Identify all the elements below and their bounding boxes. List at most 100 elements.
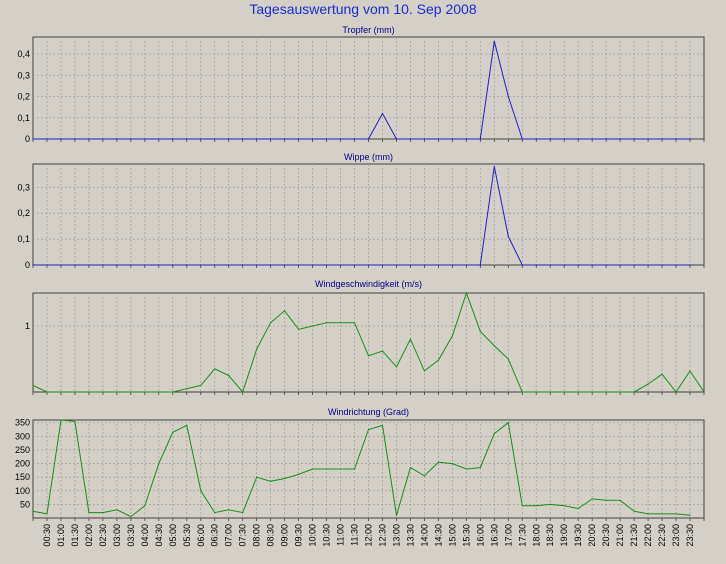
data-point [102, 511, 104, 514]
data-point [479, 467, 481, 469]
series-line [33, 41, 690, 140]
x-tick-label: 09:30 [294, 524, 304, 547]
data-point [451, 138, 453, 140]
x-tick-label: 06:30 [210, 524, 220, 547]
x-tick-label: 11:00 [336, 524, 346, 546]
data-point [339, 264, 342, 266]
data-point [549, 391, 551, 393]
data-point [325, 322, 328, 324]
data-point [437, 138, 439, 140]
data-point [619, 138, 621, 140]
data-point [172, 391, 174, 393]
data-point [116, 509, 118, 511]
chart-panel-3: Windgeschwindigkeit (m/s) 1 [25, 279, 705, 395]
x-tick-label: 12:00 [364, 524, 374, 547]
y-tick-label: 100 [15, 486, 30, 496]
data-point [619, 264, 621, 266]
data-point [437, 264, 439, 266]
data-point [242, 511, 244, 514]
y-tick-label: 200 [15, 459, 30, 469]
y-tick-label: 0,1 [17, 234, 30, 244]
data-point [200, 138, 202, 140]
data-point [423, 475, 426, 477]
y-tick-label: 0,2 [17, 208, 30, 218]
data-point [60, 138, 62, 140]
data-point [479, 330, 481, 332]
data-point [451, 335, 453, 337]
data-point [256, 348, 258, 350]
data-point [675, 513, 677, 515]
x-tick-label: 03:30 [126, 524, 136, 547]
data-point [298, 328, 300, 330]
data-point [675, 264, 677, 266]
data-point [647, 513, 649, 515]
data-point [535, 391, 537, 393]
data-point [549, 503, 551, 505]
data-point [605, 264, 607, 266]
data-point [116, 264, 118, 266]
data-point [270, 264, 272, 266]
y-tick-label: 0,2 [17, 92, 30, 102]
data-point [172, 138, 174, 140]
data-point [32, 510, 34, 512]
data-point [60, 264, 62, 266]
x-tick-label: 04:30 [154, 524, 164, 547]
data-point [270, 480, 272, 482]
data-point [507, 95, 509, 98]
data-point [423, 264, 426, 266]
data-point [46, 391, 48, 393]
data-point [242, 391, 244, 393]
y-tick-label: 0,4 [17, 49, 30, 59]
y-tick-label: 300 [15, 431, 30, 441]
data-point [116, 391, 118, 393]
data-point [353, 468, 356, 470]
data-point [256, 264, 258, 266]
data-point [493, 345, 495, 347]
data-point [381, 264, 384, 266]
data-point [214, 511, 216, 514]
data-point [381, 112, 384, 115]
data-point [200, 384, 202, 386]
data-point [74, 420, 76, 422]
x-tick-label: 20:30 [601, 524, 611, 547]
x-tick-label: 21:30 [629, 524, 639, 547]
x-tick-label: 20:00 [587, 524, 597, 547]
data-point [675, 138, 677, 140]
data-point [130, 391, 132, 393]
data-point [409, 264, 412, 266]
data-point [451, 462, 453, 465]
x-tick-label: 08:00 [252, 524, 262, 547]
data-point [284, 264, 286, 266]
data-point [130, 264, 132, 266]
data-point [144, 391, 146, 393]
chart-panel-1: Tropfer (mm) 0 0,1 0,2 0,3 0,4 [17, 25, 705, 144]
x-tick-label: 23:00 [671, 524, 681, 547]
data-point [172, 264, 174, 266]
data-point [633, 510, 635, 512]
x-tick-label: 15:30 [461, 524, 471, 547]
data-point [60, 391, 62, 393]
data-point [395, 138, 398, 140]
data-point [633, 264, 635, 266]
data-point [158, 391, 160, 393]
data-point [619, 499, 621, 501]
data-point [172, 431, 174, 433]
data-point [395, 366, 398, 368]
data-point [32, 384, 34, 386]
data-point [298, 138, 300, 140]
data-point [465, 468, 467, 470]
y-tick-label: 0,3 [17, 182, 30, 192]
data-point [311, 325, 314, 327]
data-point [270, 138, 272, 140]
x-tick-label: 01:00 [56, 524, 66, 547]
data-point [605, 138, 607, 140]
data-point [605, 499, 607, 501]
data-point [395, 264, 398, 266]
data-point [228, 374, 230, 377]
x-tick-label: 21:00 [615, 524, 625, 547]
data-point [647, 264, 649, 266]
data-point [130, 516, 132, 518]
data-point [577, 138, 579, 140]
data-point [116, 138, 118, 140]
